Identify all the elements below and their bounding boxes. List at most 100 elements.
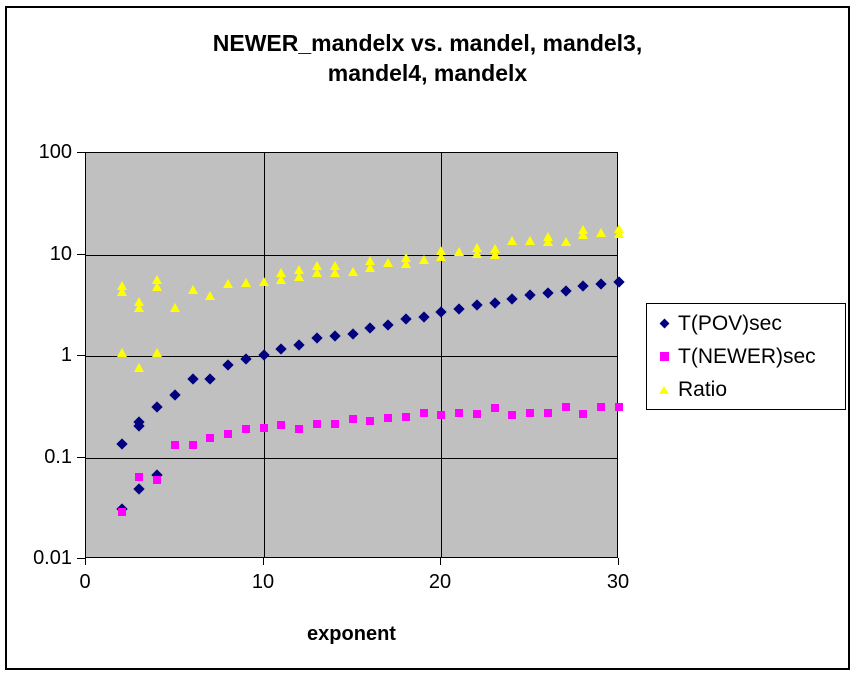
data-point-square [455, 409, 463, 417]
data-point-diamond [560, 285, 572, 297]
data-point-square [402, 413, 410, 421]
data-point-diamond [275, 343, 287, 355]
data-point-triangle [543, 237, 553, 246]
data-point-triangle [507, 236, 517, 245]
data-point-triangle [348, 267, 358, 276]
y-axis-tick-label: 1 [60, 344, 72, 366]
data-point-square [473, 410, 481, 418]
data-point-triangle [472, 249, 482, 258]
legend-item-label: T(POV)sec [678, 311, 782, 335]
data-point-square [597, 403, 605, 411]
data-point-square [171, 441, 179, 449]
data-point-diamond [542, 287, 554, 299]
x-axis-tick [440, 558, 441, 565]
data-point-triangle [561, 237, 571, 246]
square-legend-icon [656, 352, 672, 361]
data-point-square [420, 409, 428, 417]
data-point-triangle [365, 263, 375, 272]
legend-item: T(POV)sec [647, 307, 845, 340]
x-axis-tick [263, 558, 264, 565]
data-point-triangle [365, 256, 375, 265]
square-icon [659, 352, 669, 361]
data-point-diamond [506, 293, 518, 305]
data-point-triangle [596, 228, 606, 237]
data-point-square [153, 476, 161, 484]
y-gridline [86, 356, 617, 357]
data-point-triangle [276, 268, 286, 277]
data-point-diamond [311, 332, 323, 344]
data-point-square [526, 409, 534, 417]
data-point-triangle [330, 261, 340, 270]
data-point-triangle [259, 277, 269, 286]
data-point-triangle [223, 279, 233, 288]
data-point-square [384, 414, 392, 422]
data-point-triangle [401, 253, 411, 262]
y-axis-tick [77, 558, 85, 559]
data-point-triangle [117, 348, 127, 357]
x-axis-tick-label: 10 [251, 571, 275, 593]
data-point-triangle [152, 282, 162, 291]
data-point-triangle [436, 246, 446, 255]
data-point-square [135, 473, 143, 481]
diamond-legend-icon [656, 318, 672, 329]
chart-title-line-1: NEWER_mandelx vs. mandel, mandel3, [212, 30, 643, 56]
data-point-square [313, 420, 321, 428]
data-point-diamond [329, 330, 341, 342]
data-point-square [277, 421, 285, 429]
data-point-diamond [133, 483, 145, 495]
data-point-diamond [489, 297, 501, 309]
data-point-square [491, 404, 499, 412]
data-point-triangle [134, 303, 144, 312]
x-axis-tick-label: 20 [428, 571, 452, 593]
data-point-diamond [169, 389, 181, 401]
y-axis-tick-label: 10 [49, 243, 72, 265]
y-gridline [86, 255, 617, 256]
x-gridline [441, 153, 442, 557]
data-point-triangle [152, 275, 162, 284]
data-point-triangle [419, 255, 429, 264]
y-axis-tick [77, 457, 85, 458]
x-axis-title: exponent [307, 623, 396, 645]
data-point-diamond [382, 319, 394, 331]
data-point-triangle [490, 250, 500, 259]
data-point-square [544, 409, 552, 417]
y-axis-tick-label: 100 [38, 141, 72, 163]
legend: T(POV)sec T(NEWER)sec Ratio [646, 303, 846, 410]
data-point-triangle [312, 268, 322, 277]
data-point-triangle [276, 275, 286, 284]
data-point-diamond [347, 328, 359, 340]
data-point-triangle [134, 297, 144, 306]
data-point-triangle [312, 261, 322, 270]
triangle-legend-icon [656, 385, 672, 394]
data-point-diamond [258, 349, 270, 361]
data-point-triangle [543, 232, 553, 241]
triangle-icon [659, 385, 669, 394]
y-axis-tick-label: 0.01 [33, 547, 72, 569]
data-point-diamond [204, 373, 216, 385]
y-gridline [86, 458, 617, 459]
x-axis-tick [618, 558, 619, 565]
data-point-square [242, 425, 250, 433]
plot-area [85, 152, 625, 558]
data-point-square [206, 434, 214, 442]
data-point-diamond [435, 306, 447, 318]
chart-title-line-2: mandel4, mandelx [327, 60, 528, 86]
data-point-triangle [117, 287, 127, 296]
legend-item: T(NEWER)sec [647, 340, 845, 373]
x-axis-tick-label: 30 [606, 571, 630, 593]
data-point-triangle [205, 291, 215, 300]
data-point-triangle [117, 281, 127, 290]
data-point-diamond [187, 373, 199, 385]
data-point-triangle [472, 243, 482, 252]
data-point-diamond [524, 289, 536, 301]
data-point-square [615, 403, 623, 411]
data-point-triangle [490, 244, 500, 253]
data-point-square [349, 415, 357, 423]
data-point-triangle [578, 225, 588, 234]
data-point-square [189, 441, 197, 449]
data-point-square [224, 430, 232, 438]
data-point-triangle [436, 252, 446, 261]
data-point-triangle [401, 259, 411, 268]
data-point-triangle [294, 265, 304, 274]
data-point-triangle [383, 258, 393, 267]
